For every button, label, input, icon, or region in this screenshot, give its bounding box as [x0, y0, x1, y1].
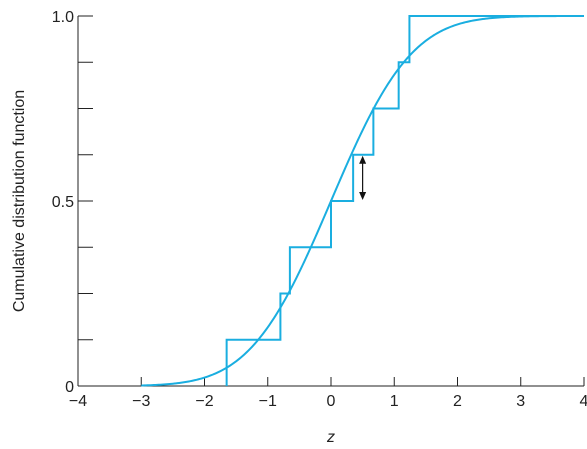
labels-layer: z Cumulative distribution function [11, 90, 335, 446]
x-tick-label: 2 [453, 393, 462, 410]
y-tick-label: 0.5 [52, 194, 74, 211]
x-tick-label: −3 [132, 393, 150, 410]
x-tick-label: −4 [69, 393, 87, 410]
y-tick-label: 1.0 [52, 9, 74, 26]
normal-cdf-curve [141, 15, 584, 387]
x-axis-label: z [326, 429, 335, 446]
x-tick-label: 4 [580, 393, 587, 410]
axes: −4 −3 −2 −1 0 1 2 3 4 0 0.5 1.0 [52, 9, 587, 410]
x-tick-label: −2 [195, 393, 213, 410]
arrow-head-up [359, 155, 367, 164]
x-tick-label: 1 [390, 393, 399, 410]
y-axis-label: Cumulative distribution function [11, 90, 28, 312]
arrow-head-down [359, 192, 367, 200]
annotation-layer [359, 155, 367, 200]
x-tick-label: 0 [327, 393, 336, 410]
empirical-step-function [225, 15, 584, 386]
series-layer [141, 15, 584, 387]
x-tick-label: −1 [259, 393, 277, 410]
y-tick-label: 0 [65, 379, 74, 396]
x-tick-label: 3 [516, 393, 525, 410]
